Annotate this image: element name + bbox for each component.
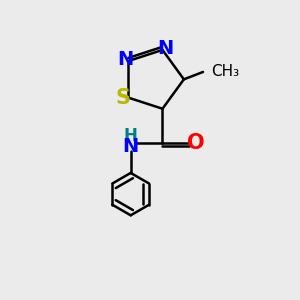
Text: H: H [124,127,138,145]
Text: N: N [157,39,174,58]
Text: N: N [123,136,139,156]
Text: N: N [117,50,133,69]
Text: O: O [187,133,204,153]
Text: S: S [115,88,130,107]
Text: CH₃: CH₃ [211,64,239,80]
